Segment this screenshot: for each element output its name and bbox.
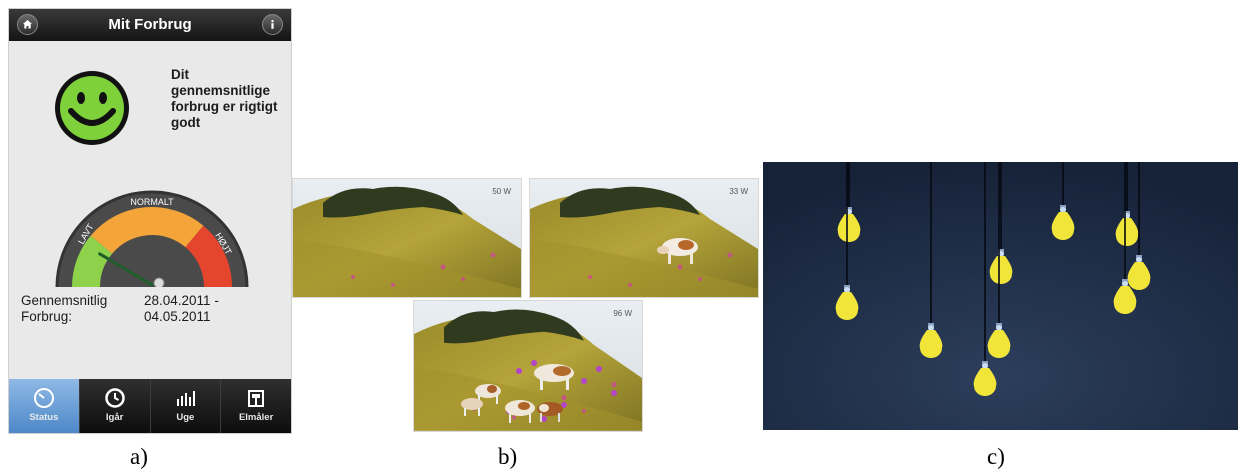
period-line-1: 28.04.2011 - [144,293,219,308]
cow-image [461,398,483,416]
light-bulb-icon [1127,162,1151,290]
gauge-band-high [185,225,232,287]
info-button[interactable] [262,14,283,35]
info-icon [271,20,274,29]
caption-b: b) [498,444,518,469]
tab-bar: Status Igår Uge Elmå [9,379,291,433]
cow-image [537,402,563,422]
light-bulb-icon [987,162,1011,358]
tab-igaar[interactable]: Igår [78,379,150,433]
light-bulb-icon [1051,162,1075,240]
phone-app-screen: Mit Forbrug Dit gennemsnitlige forbrug e… [8,8,292,434]
top-navigation-bar: Mit Forbrug [9,9,291,41]
tab-uge[interactable]: Uge [149,379,221,433]
average-label: Gennemsnitlig Forbrug: [21,293,107,325]
period-line-2: 04.05.2011 [144,309,211,324]
bar-chart-icon [177,391,196,406]
gauge-pivot [153,277,165,287]
hanging-bulbs-illustration [763,162,1238,430]
cow-image [534,364,574,390]
cow-image [657,238,698,264]
cow-image [505,400,535,423]
light-bulb-icon [919,162,943,358]
watt-reading: 96 W [613,309,632,318]
gauge-label-normal: NORMALT [130,197,174,207]
consumption-gauge: LAVT NORMALT HØJT [55,190,249,287]
tab-status-label: Status [29,412,59,423]
watt-reading: 50 W [492,187,511,196]
happy-smiley-icon [55,71,129,145]
average-label-line-1: Gennemsnitlig [21,293,108,308]
light-bulb-icon [973,162,997,396]
tab-status[interactable]: Status [9,379,79,433]
meadow-photo-1: 50 W [292,178,522,298]
meadow-photo-2: 33 W [529,178,759,298]
clock-icon [104,388,125,408]
status-message: Dit gennemsnitlige forbrug er rigtigt go… [171,67,278,130]
watt-reading: 33 W [729,187,748,196]
tab-elmaaler[interactable]: Elmåler [220,379,291,433]
meadow-image [530,179,758,297]
meter-icon [248,390,265,407]
gauge-needle [98,252,154,287]
gauge-band-normal [90,207,204,254]
light-bulb-icon [1113,162,1137,314]
average-label-line-2: Forbrug: [21,309,73,324]
tab-igaar-label: Igår [105,412,124,423]
light-bulb-icon [835,162,859,320]
meadow-image [293,179,521,297]
meadow-photo-3: 96 W [413,300,643,432]
home-button[interactable] [17,14,38,35]
speedometer-icon [33,388,54,408]
home-icon [23,20,32,29]
app-title: Mit Forbrug [108,16,192,33]
tab-uge-label: Uge [176,412,195,423]
tab-elmaaler-label: Elmåler [238,412,274,423]
gauge-band-low [72,235,113,287]
caption-c: c) [987,444,1005,469]
meadow-image [414,301,642,431]
hanging-bulbs-scene [763,162,1238,430]
average-period: 28.04.2011 - 04.05.2011 [144,293,219,325]
caption-a: a) [130,444,148,469]
